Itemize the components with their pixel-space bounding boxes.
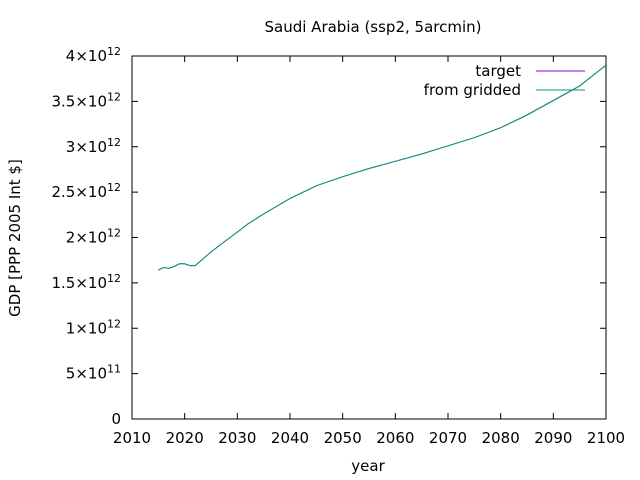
- y-tick-mantissa: 5×10: [66, 365, 107, 383]
- x-tick-label: 2060: [376, 429, 414, 447]
- x-tick-label: 2020: [166, 429, 204, 447]
- x-tick-label: 2090: [534, 429, 572, 447]
- y-tick-mantissa: 3×10: [66, 138, 107, 156]
- y-tick-label: 5×1011: [66, 363, 121, 383]
- x-tick-label: 2050: [324, 429, 362, 447]
- y-tick-mantissa: 1×10: [66, 319, 107, 337]
- y-tick-exponent: 11: [107, 363, 121, 376]
- y-tick-exponent: 12: [107, 227, 121, 240]
- y-axis-ticks: 05×10111×10121.5×10122×10122.5×10123×101…: [51, 45, 606, 428]
- y-tick-label: 2×1012: [66, 227, 121, 247]
- y-tick-mantissa: 1.5×10: [51, 274, 107, 292]
- x-tick-label: 2080: [482, 429, 520, 447]
- legend-label: from gridded: [424, 81, 521, 99]
- x-tick-label: 2030: [218, 429, 256, 447]
- y-tick-exponent: 12: [107, 136, 121, 149]
- series-line-from-gridded: [158, 64, 607, 271]
- x-axis-title: year: [351, 457, 385, 475]
- y-tick-mantissa: 2×10: [66, 229, 107, 247]
- y-tick-exponent: 12: [107, 90, 121, 103]
- y-tick-label: 3.5×1012: [51, 90, 121, 110]
- y-tick-label: 2.5×1012: [51, 181, 121, 201]
- x-tick-label: 2070: [429, 429, 467, 447]
- y-tick-label: 3×1012: [66, 136, 121, 156]
- y-axis-title: GDP [PPP 2005 Int $]: [6, 159, 24, 317]
- y-tick-exponent: 12: [107, 317, 121, 330]
- chart-title: Saudi Arabia (ssp2, 5arcmin): [265, 18, 482, 36]
- y-tick-exponent: 12: [107, 181, 121, 194]
- x-axis-ticks: 2010 2020 2030 2040 2050 2060 2070 2080 2090 2100: [113, 56, 625, 447]
- series-line-target: [158, 64, 607, 271]
- y-tick-mantissa: 0: [111, 410, 121, 428]
- y-tick-mantissa: 2.5×10: [51, 183, 107, 201]
- y-tick-mantissa: 4×10: [66, 47, 107, 65]
- y-tick-mantissa: 3.5×10: [51, 92, 107, 110]
- y-tick-exponent: 12: [107, 272, 121, 285]
- y-tick-label: 4×1012: [66, 45, 121, 65]
- y-tick-exponent: 12: [107, 45, 121, 58]
- series-lines: [158, 64, 607, 271]
- x-tick-label: 2100: [587, 429, 625, 447]
- y-tick-label: 1.5×1012: [51, 272, 121, 292]
- y-tick-label: 1×1012: [66, 317, 121, 337]
- x-tick-label: 2010: [113, 429, 151, 447]
- legend-label: target: [475, 62, 521, 80]
- x-tick-label: 2040: [271, 429, 309, 447]
- y-tick-label: 0: [111, 410, 121, 428]
